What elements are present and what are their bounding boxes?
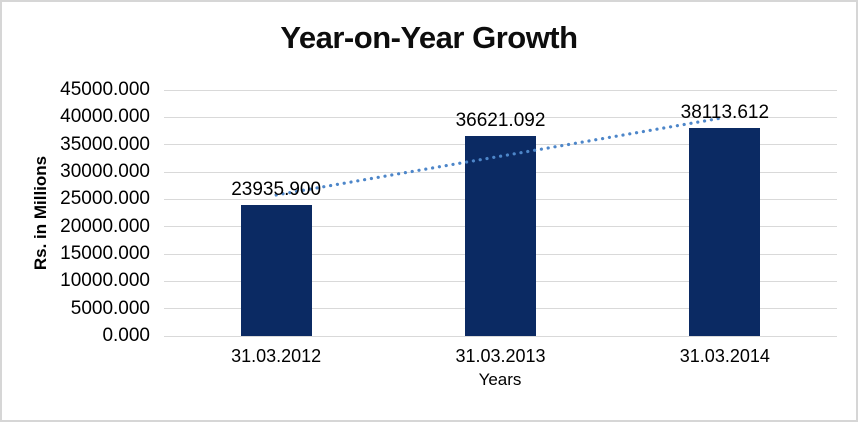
bar-31.03.2012 — [240, 205, 312, 336]
x-tick-label: 31.03.2013 — [455, 346, 546, 366]
y-tick-label: 0.000 — [102, 325, 150, 346]
bar-31.03.2014 — [689, 127, 761, 336]
y-tick-label: 35000.000 — [60, 133, 150, 155]
y-tick-label: 15000.000 — [60, 243, 150, 264]
bar-value-label: 38113.612 — [680, 101, 770, 123]
x-tick-label: 31.03.2014 — [679, 346, 770, 366]
gridline — [164, 116, 837, 118]
x-axis-title: Years — [478, 370, 522, 389]
y-tick-label: 45000.000 — [60, 79, 150, 100]
y-tick-label: 25000.000 — [60, 188, 150, 210]
y-tick-label: 20000.000 — [60, 215, 150, 237]
gridline — [164, 89, 837, 91]
y-tick-label: 10000.000 — [60, 270, 150, 292]
bar-value-label: 36621.092 — [455, 109, 546, 131]
y-tick-label: 40000.000 — [60, 106, 150, 128]
plot-area — [164, 89, 837, 337]
y-tick-label: 5000.000 — [70, 297, 150, 319]
x-tick-label: 31.03.2012 — [231, 346, 322, 366]
y-tick-label: 30000.000 — [60, 161, 150, 182]
chart-title: Year-on-Year Growth — [280, 20, 578, 55]
bar-value-label: 23935.900 — [231, 179, 322, 201]
gridline — [164, 335, 837, 337]
bar-31.03.2013 — [465, 135, 536, 336]
trendline — [274, 115, 727, 197]
